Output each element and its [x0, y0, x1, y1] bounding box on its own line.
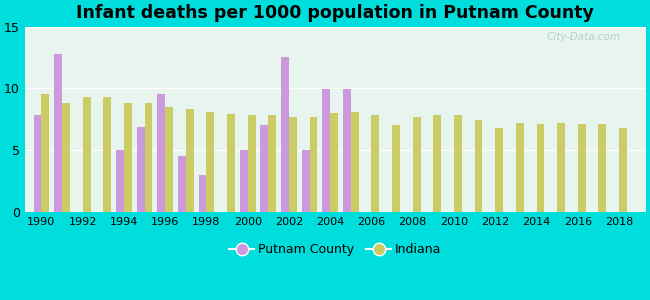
Bar [178, 156, 186, 212]
Bar [619, 128, 627, 212]
Bar [103, 97, 111, 212]
Legend: Putnam County, Indiana: Putnam County, Indiana [224, 238, 447, 261]
Bar [413, 117, 421, 212]
Bar [392, 125, 400, 212]
Bar [434, 116, 441, 212]
Bar [343, 89, 351, 212]
Title: Infant deaths per 1000 population in Putnam County: Infant deaths per 1000 population in Put… [77, 4, 594, 22]
Bar [199, 175, 207, 212]
Bar [557, 123, 565, 212]
Bar [116, 150, 124, 212]
Bar [578, 124, 586, 212]
Bar [144, 103, 152, 212]
Bar [207, 112, 215, 212]
Bar [474, 120, 482, 212]
Bar [240, 150, 248, 212]
Bar [599, 124, 606, 212]
Bar [536, 124, 544, 212]
Bar [54, 54, 62, 212]
Bar [42, 94, 49, 212]
Bar [248, 116, 255, 212]
Bar [34, 116, 42, 212]
Bar [322, 89, 330, 212]
Bar [516, 123, 524, 212]
Bar [371, 116, 380, 212]
Bar [124, 103, 132, 212]
Bar [351, 112, 359, 212]
Bar [136, 127, 144, 212]
Bar [227, 114, 235, 212]
Bar [186, 109, 194, 212]
Bar [289, 117, 297, 212]
Bar [62, 103, 70, 212]
Bar [302, 150, 309, 212]
Bar [261, 125, 268, 212]
Bar [495, 128, 503, 212]
Bar [309, 117, 317, 212]
Bar [157, 94, 165, 212]
Bar [83, 97, 90, 212]
Bar [330, 113, 338, 212]
Bar [165, 107, 173, 212]
Bar [454, 116, 462, 212]
Bar [268, 116, 276, 212]
Text: City-Data.com: City-Data.com [547, 32, 621, 42]
Bar [281, 57, 289, 212]
